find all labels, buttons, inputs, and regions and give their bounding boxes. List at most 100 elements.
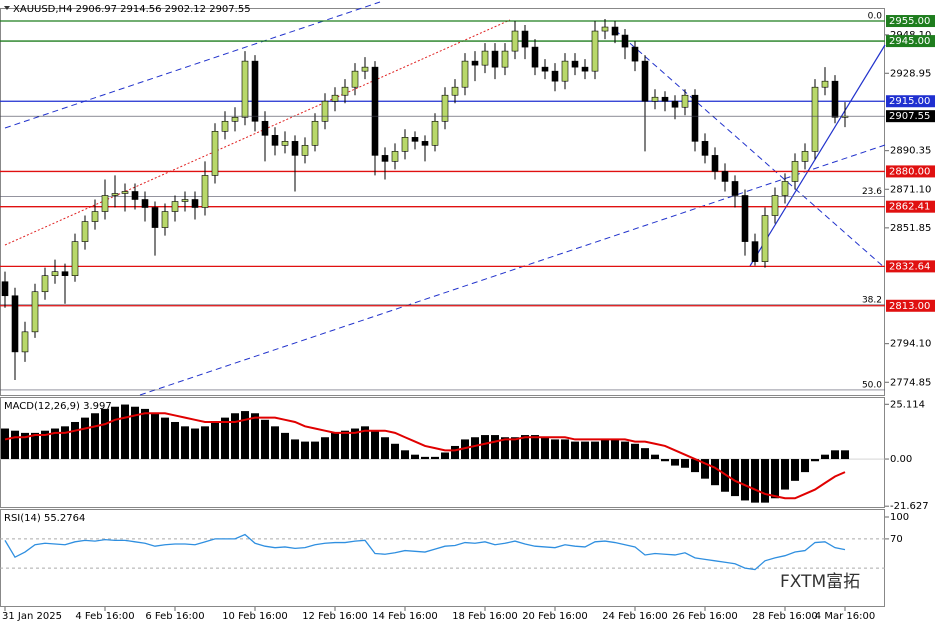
candle-body (171, 201, 179, 212)
macd-bar (461, 439, 469, 460)
macd-bar (391, 443, 399, 460)
macd-bar (271, 426, 279, 460)
y-tick-label: 2928.95 (890, 68, 931, 79)
macd-bar (301, 441, 309, 460)
macd-bar (591, 441, 599, 460)
macd-bar (371, 430, 379, 460)
candle-body (761, 215, 769, 262)
candle-body (371, 66, 379, 156)
macd-bar (441, 452, 449, 460)
candle-body (551, 70, 559, 82)
candle-body (651, 96, 659, 102)
trend-lines (4, 1, 886, 396)
macd-bar (641, 448, 649, 460)
x-tick-label: 4 Mar 16:00 (815, 611, 875, 622)
macd-bar (161, 417, 169, 460)
y-tick-label: 100 (890, 512, 909, 523)
level-label: 2862.41 (889, 202, 930, 213)
candle-body (331, 94, 339, 102)
level-label: 2813.00 (889, 301, 930, 312)
candle-body (751, 241, 759, 262)
macd-bar (621, 441, 629, 460)
candle-body (291, 141, 299, 156)
candle-body (601, 26, 609, 32)
macd-bar (241, 411, 249, 460)
level-box (886, 95, 935, 108)
candle-body (791, 161, 799, 182)
macd-bar (841, 450, 849, 460)
x-tick-label: 6 Feb 16:00 (145, 611, 204, 622)
candle-body (151, 207, 159, 228)
level-label: 2880.00 (889, 166, 930, 177)
macd-title: MACD(12,26,9) 3.997 (4, 401, 112, 412)
candle-body (91, 211, 99, 222)
candle-body (121, 191, 129, 194)
macd-bar (581, 441, 589, 460)
candle-body (401, 137, 409, 152)
macd-bar (401, 450, 409, 460)
macd-bar (31, 432, 39, 460)
y-tick-label: 2851.85 (890, 223, 931, 234)
macd-bar (411, 454, 419, 460)
candle-body (581, 66, 589, 72)
candle-body (261, 120, 269, 136)
candle-body (21, 331, 29, 353)
macd-bar (11, 430, 19, 460)
level-label: 2832.64 (889, 261, 930, 272)
macd-bar (51, 428, 59, 460)
candle-body (631, 46, 639, 62)
rsi-title: RSI(14) 55.2764 (4, 513, 85, 524)
macd-bar (701, 459, 709, 479)
candle-body (31, 291, 39, 333)
candle-body (541, 66, 549, 72)
macd-bar (221, 417, 229, 460)
candle-body (141, 199, 149, 208)
macd-bar (91, 413, 99, 460)
candle-body (681, 94, 689, 108)
candle-body (741, 195, 749, 242)
candle-body (251, 60, 259, 122)
candle-body (461, 60, 469, 88)
last-price-box (886, 110, 935, 123)
candle-body (711, 155, 719, 172)
candle-body (1, 281, 9, 297)
candle-body (821, 80, 829, 88)
trend-line (749, 44, 886, 267)
macd-bar (761, 459, 769, 503)
candle-body (101, 195, 109, 212)
macd-bar (651, 454, 659, 460)
macd-bar (451, 445, 459, 460)
x-tick-label: 31 Jan 2025 (2, 611, 62, 622)
macd-bar (491, 435, 499, 460)
macd-bar (801, 459, 809, 473)
macd-bar (731, 459, 739, 497)
rsi-line (4, 533, 846, 571)
candle-body (491, 50, 499, 68)
x-tick-label: 18 Feb 16:00 (452, 611, 518, 622)
macd-bar (501, 437, 509, 460)
macd-bar (181, 426, 189, 460)
candle-body (381, 155, 389, 162)
macd-panel (0, 397, 885, 508)
level-box (886, 35, 935, 48)
macd-bar (631, 443, 639, 460)
macd-bar (601, 439, 609, 460)
macd-bar (781, 459, 789, 490)
candle-body (231, 116, 239, 122)
macd-bar (741, 459, 749, 501)
candle-body (131, 191, 139, 200)
last-price-label: 2907.55 (889, 111, 930, 122)
level-box (886, 15, 935, 28)
macd-bar (1, 428, 9, 460)
candle-body (361, 66, 369, 72)
candle-body (531, 46, 539, 68)
candle-body (691, 94, 699, 142)
macd-bar (681, 459, 689, 468)
fib-label: 38.2 (862, 295, 882, 305)
candle-body (831, 80, 839, 118)
macd-bar (351, 428, 359, 460)
candle-body (511, 30, 519, 52)
level-label: 2955.00 (889, 16, 930, 27)
